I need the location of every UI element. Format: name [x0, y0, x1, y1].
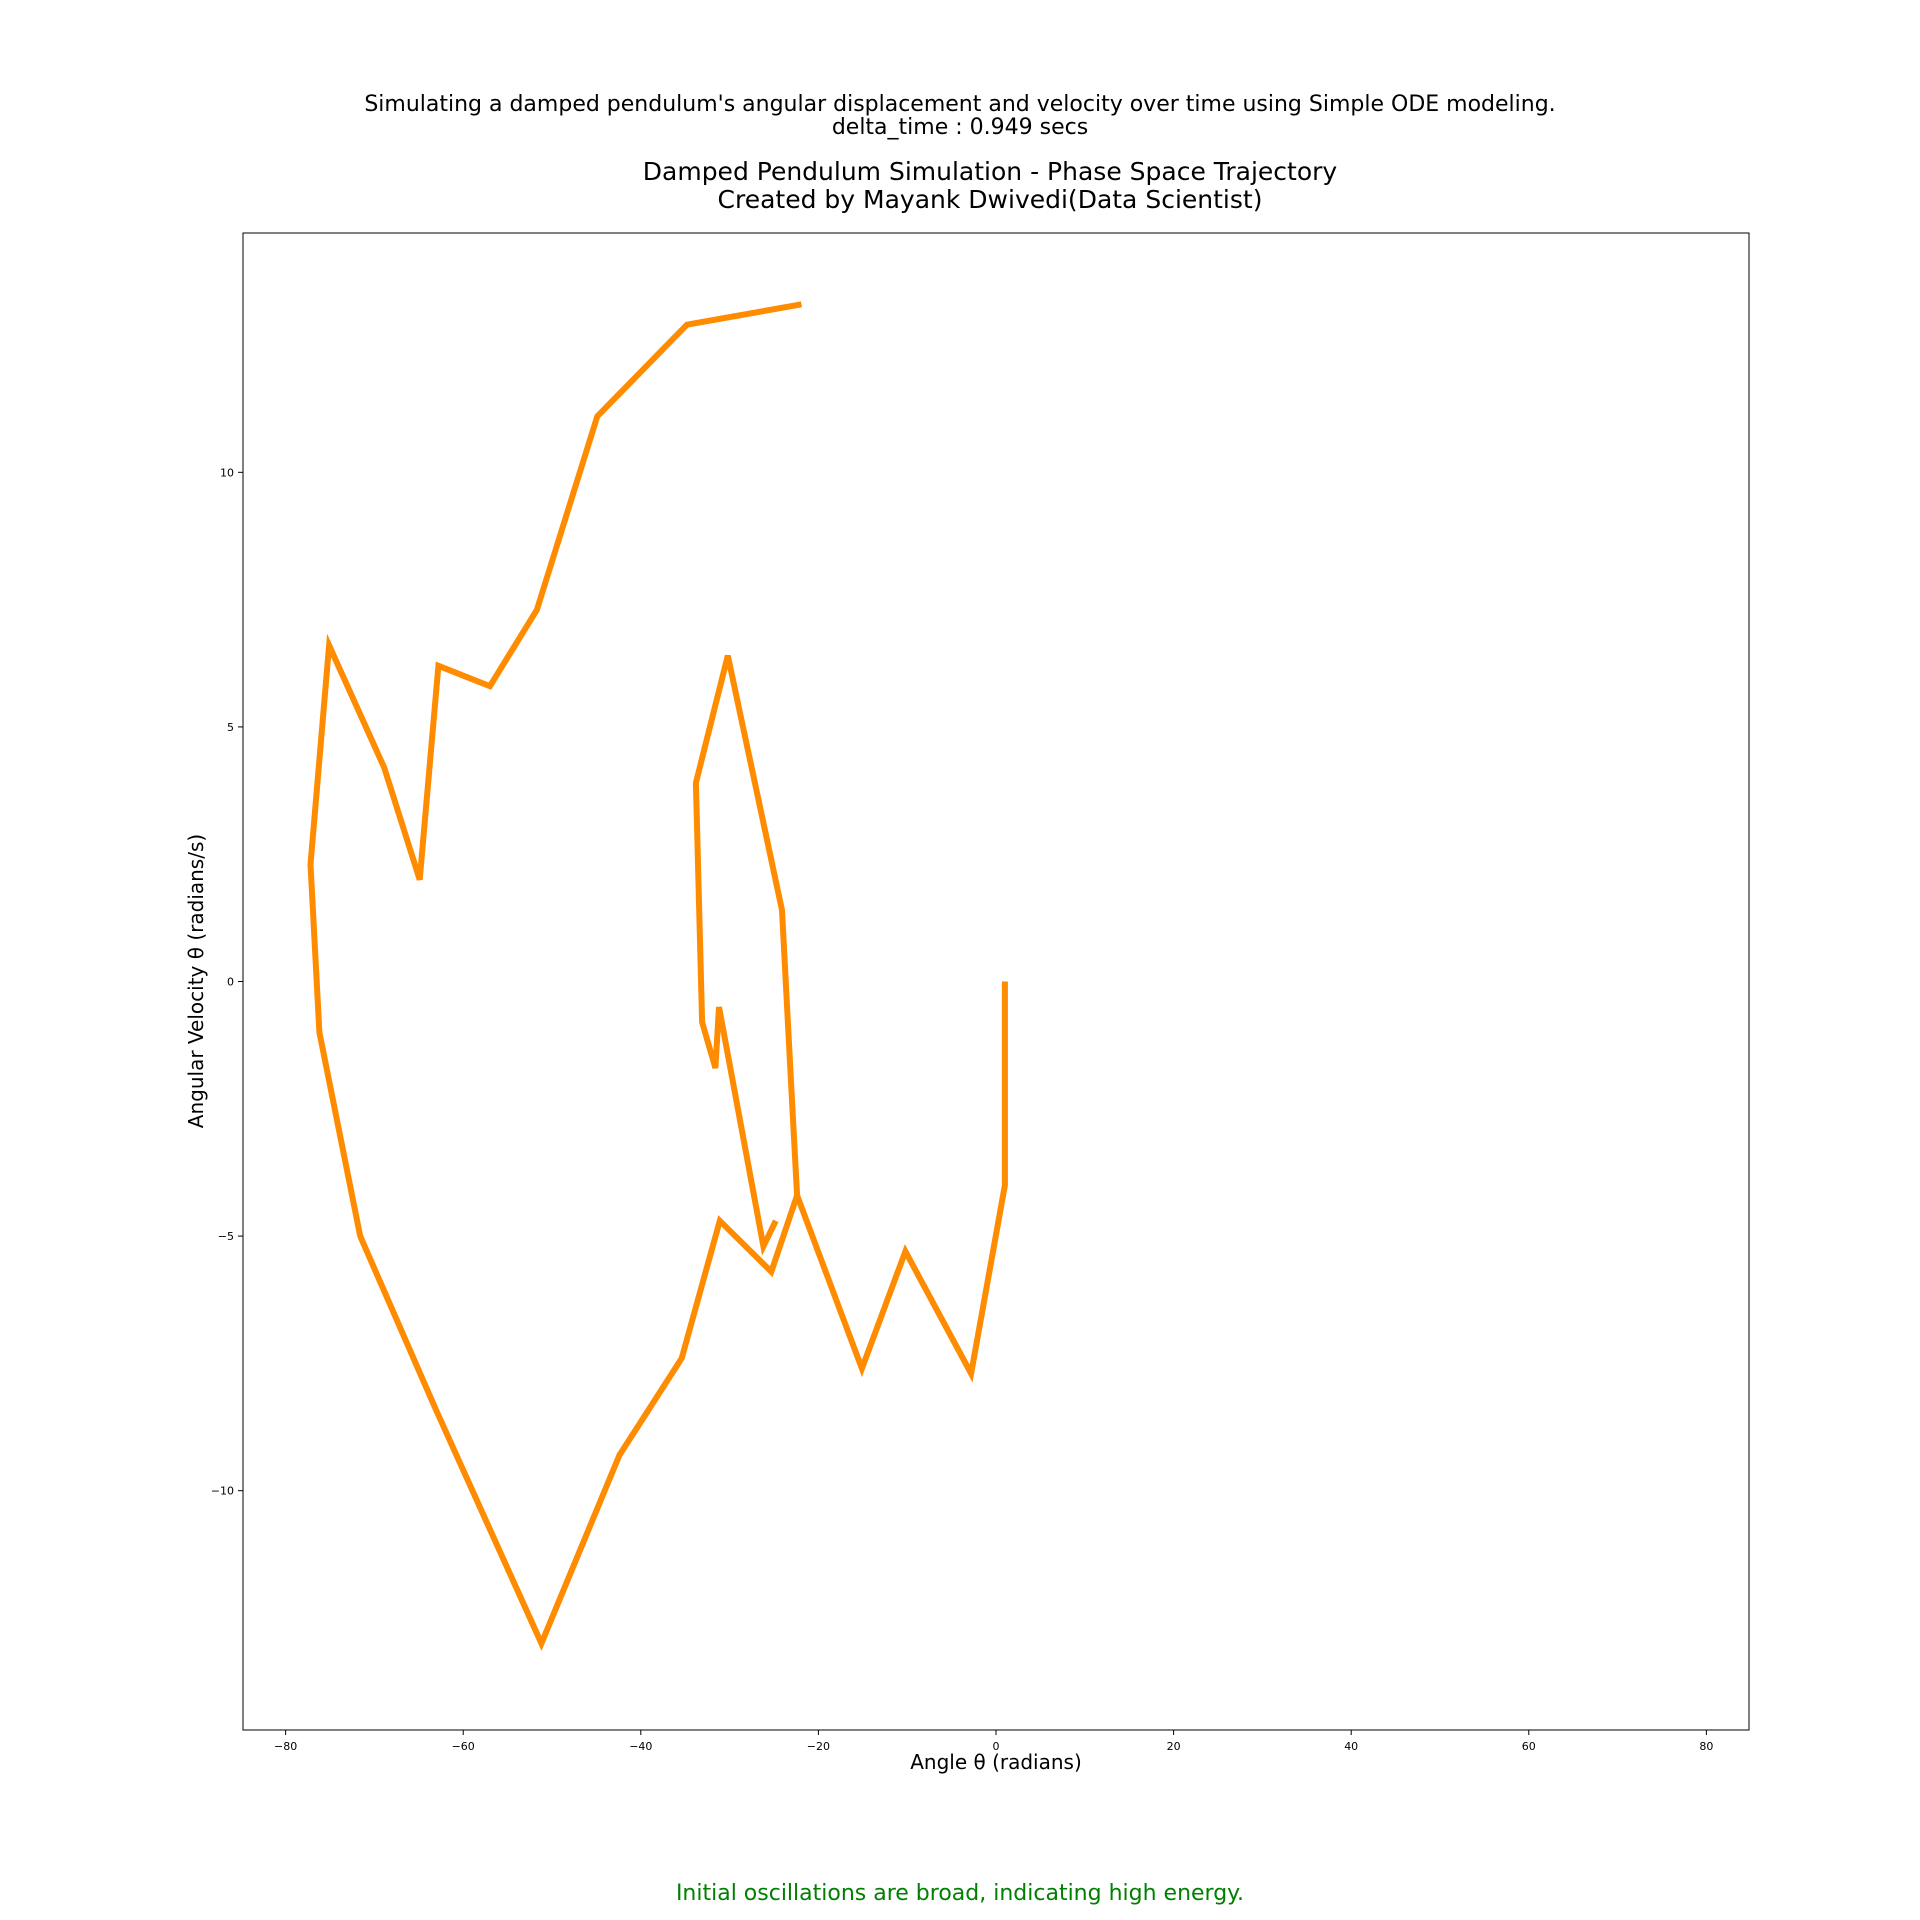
y-tick-label: 10	[220, 466, 234, 479]
x-tick-label: 20	[1167, 1740, 1181, 1753]
y-axis-label: Angular Velocity θ (radians/s)	[184, 834, 208, 1128]
figure-suptitle-line2: delta_time : 0.949 secs	[831, 115, 1089, 140]
x-tick-label: −80	[274, 1740, 297, 1753]
y-tick-label: −5	[218, 1230, 234, 1243]
y-tick-label: −10	[211, 1485, 234, 1498]
axes-frame	[242, 232, 1750, 1731]
chart-title-line1: Damped Pendulum Simulation - Phase Space…	[642, 157, 1338, 186]
x-tick-label: −60	[452, 1740, 475, 1753]
figure-suptitle-line1: Simulating a damped pendulum's angular d…	[364, 92, 1556, 117]
annotation-text: Initial oscillations are broad, indicati…	[675, 1881, 1245, 1906]
y-tick-label: 5	[227, 721, 234, 734]
x-tick-label: 40	[1344, 1740, 1358, 1753]
x-tick-label: 0	[993, 1740, 1000, 1753]
x-tick-label: −20	[807, 1740, 830, 1753]
trajectory-line-0	[307, 301, 1008, 1651]
y-tick-label: 0	[227, 976, 234, 989]
x-axis-label: Angle θ (radians)	[910, 1750, 1082, 1774]
x-tick-label: −40	[629, 1740, 652, 1753]
trajectory-line-1	[692, 654, 801, 1256]
x-tick-label: 80	[1699, 1740, 1713, 1753]
chart-title-line2: Created by Mayank Dwivedi(Data Scientist…	[717, 185, 1263, 214]
x-tick-label: 60	[1522, 1740, 1536, 1753]
